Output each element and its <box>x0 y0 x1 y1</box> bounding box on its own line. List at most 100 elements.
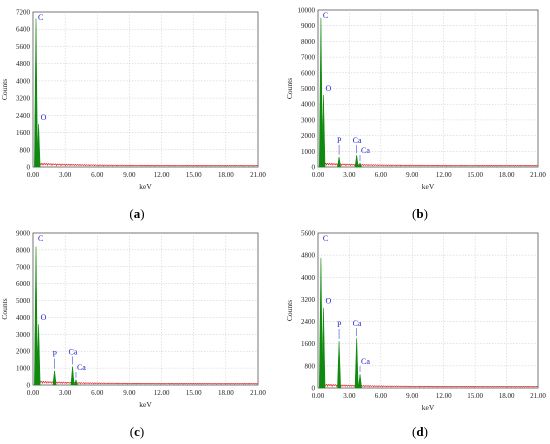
y-tick-label: 7200 <box>16 9 31 17</box>
y-tick-label: 6000 <box>16 280 31 288</box>
spectrum-peak <box>36 123 41 168</box>
spectrum-panel-d: 0.00 3.00 6.00 9.00 12.00 15.00 18.00 21.00 0 800… <box>285 230 546 440</box>
x-tick-label: 21.00 <box>530 171 546 179</box>
x-tick-label: 21.00 <box>250 389 266 397</box>
y-tick-label: 1000 <box>16 365 31 373</box>
x-tick-label: 3.00 <box>343 392 356 400</box>
spectrum-peak <box>358 374 362 389</box>
x-tick-label: 0.00 <box>27 171 40 179</box>
x-tick-label: 9.00 <box>406 392 419 400</box>
y-tick-label: 2400 <box>301 318 316 326</box>
x-tick-label: 9.00 <box>123 389 136 397</box>
y-tick-label: 4800 <box>16 60 31 68</box>
y-tick-label: 3000 <box>301 116 316 124</box>
y-axis-label: Counts <box>0 79 9 100</box>
y-tick-label: 4000 <box>16 314 31 322</box>
x-axis-label: keV <box>422 182 435 191</box>
peak-label-ca: Ca <box>77 363 86 372</box>
peak-label-p: P <box>53 350 58 359</box>
x-tick-label: 6.00 <box>375 392 388 400</box>
x-tick-label: 12.00 <box>436 171 452 179</box>
y-tick-label: 0 <box>27 382 31 390</box>
x-tick-label: 21.00 <box>250 171 266 179</box>
y-tick-label: 4800 <box>301 252 316 260</box>
spectrum-peak <box>321 94 326 168</box>
y-tick-label: 3200 <box>301 296 316 304</box>
x-tick-label: 18.00 <box>499 171 515 179</box>
y-tick-label: 2000 <box>16 348 31 356</box>
x-axis-label: keV <box>139 400 152 409</box>
y-tick-label: 6000 <box>301 69 316 77</box>
x-axis-label: keV <box>422 403 435 412</box>
background-noise-line <box>34 162 258 167</box>
y-tick-label: 8000 <box>301 38 316 46</box>
spectrum-panel-b: 0.00 3.00 6.00 9.00 12.00 15.00 18.00 21.00 0 100… <box>285 7 546 222</box>
y-tick-label: 4000 <box>16 77 31 85</box>
y-tick-label: 5000 <box>301 85 316 93</box>
x-tick-label: 3.00 <box>343 171 356 179</box>
plot-area <box>32 11 259 168</box>
peak-label-ca: Ca <box>361 357 370 366</box>
x-tick-label: 9.00 <box>123 171 136 179</box>
y-tick-label: 3200 <box>16 95 31 103</box>
peak-label-c: C <box>323 234 328 243</box>
x-tick-label: 12.00 <box>154 171 170 179</box>
spectrum-peak <box>321 307 326 389</box>
y-tick-label: 0 <box>27 164 31 172</box>
y-axis-label: Counts <box>285 78 294 99</box>
x-tick-label: 18.00 <box>218 389 234 397</box>
x-tick-label: 12.00 <box>154 389 170 397</box>
y-tick-label: 7000 <box>301 54 316 62</box>
y-tick-label: 5000 <box>16 297 31 305</box>
panel-caption: (c) <box>130 424 144 439</box>
y-tick-label: 9000 <box>301 22 316 30</box>
x-tick-label: 18.00 <box>499 392 515 400</box>
spectrum-peak <box>354 338 359 389</box>
y-tick-label: 0 <box>312 164 316 172</box>
peak-label-ca: Ca <box>361 146 370 155</box>
y-tick-label: 8000 <box>16 246 31 254</box>
spectrum-peak <box>52 370 57 386</box>
y-tick-label: 2400 <box>16 112 31 120</box>
spectrum-peak <box>34 18 38 168</box>
x-tick-label: 15.00 <box>186 389 202 397</box>
x-tick-label: 21.00 <box>530 392 546 400</box>
spectrum-peak <box>354 155 359 168</box>
peak-label-c: C <box>323 11 328 20</box>
y-tick-label: 3000 <box>16 331 31 339</box>
peak-label-c: C <box>38 13 43 22</box>
y-tick-label: 2000 <box>301 132 316 140</box>
y-tick-label: 5600 <box>301 230 316 238</box>
y-tick-label: 800 <box>305 362 316 370</box>
peak-label-c: C <box>38 234 43 243</box>
spectrum-peak <box>319 257 323 389</box>
y-tick-label: 10000 <box>298 7 316 15</box>
y-tick-label: 6400 <box>16 26 31 34</box>
x-tick-label: 3.00 <box>59 389 72 397</box>
peak-label-ca: Ca <box>353 319 362 328</box>
y-axis-label: Counts <box>0 298 9 319</box>
x-tick-label: 15.00 <box>467 392 483 400</box>
y-tick-label: 7000 <box>16 263 31 271</box>
x-tick-label: 3.00 <box>59 171 72 179</box>
y-tick-label: 4000 <box>301 274 316 282</box>
peak-label-ca: Ca <box>69 347 78 356</box>
x-tick-label: 0.00 <box>27 389 40 397</box>
y-tick-label: 800 <box>20 146 31 154</box>
plot-area <box>317 232 539 389</box>
x-axis-label: keV <box>139 182 152 191</box>
x-tick-label: 18.00 <box>218 171 234 179</box>
peak-label-p: P <box>337 136 342 145</box>
x-tick-label: 15.00 <box>467 171 483 179</box>
peak-label-o: O <box>41 113 47 122</box>
spectrum-peak <box>357 162 363 168</box>
y-tick-label: 9000 <box>16 230 31 238</box>
spectrum-peak <box>34 246 38 386</box>
y-tick-label: 1000 <box>301 148 316 156</box>
peak-label-o: O <box>41 313 47 322</box>
x-tick-label: 15.00 <box>186 171 202 179</box>
peak-label-p: P <box>337 320 342 329</box>
x-tick-label: 6.00 <box>375 171 388 179</box>
y-tick-label: 5600 <box>16 43 31 51</box>
